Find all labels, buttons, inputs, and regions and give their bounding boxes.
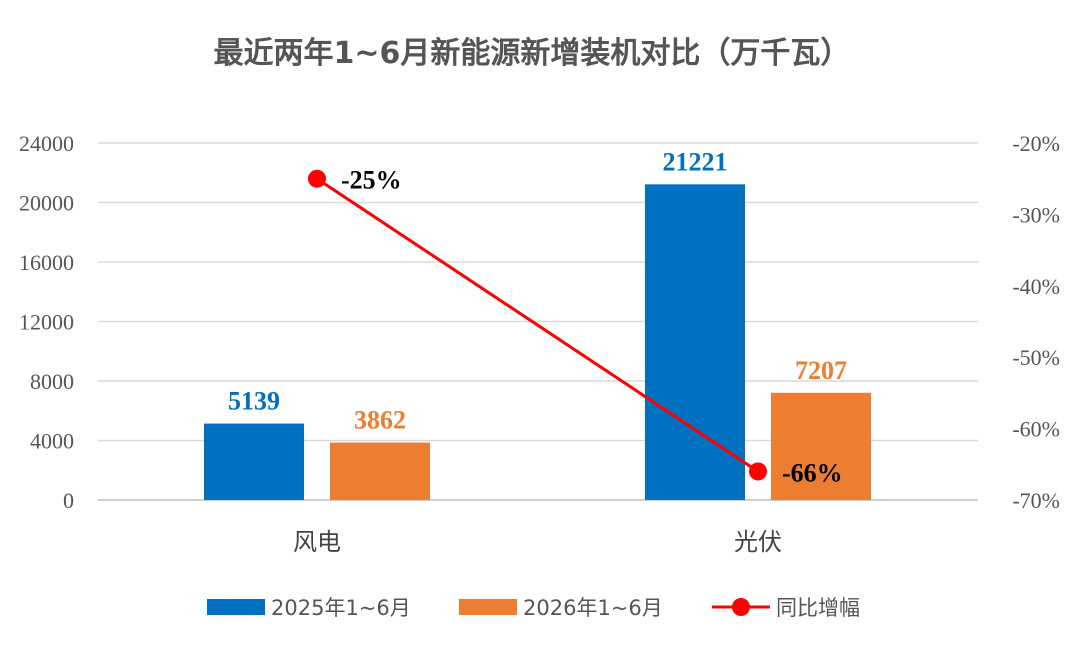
- line-data-label: -66%: [782, 458, 843, 487]
- line-point: [308, 169, 326, 188]
- right-tick-label: -20%: [1012, 131, 1060, 156]
- right-tick-label: -50%: [1012, 345, 1060, 370]
- chart-title: 最近两年1~6月新能源新增装机对比（万千瓦）: [214, 36, 851, 71]
- bar-data-label: 7207: [795, 356, 847, 385]
- legend-swatch-marker: [732, 598, 750, 616]
- x-axis: 风电 光伏: [293, 528, 782, 556]
- bar: [204, 423, 304, 500]
- right-axis: -70% -60% -50% -40% -30% -20%: [1012, 131, 1060, 513]
- line-data-label: -25%: [341, 166, 402, 195]
- bar-data-label: 21221: [663, 147, 728, 176]
- left-tick-label: 8000: [30, 369, 74, 394]
- left-tick-label: 16000: [19, 250, 74, 275]
- line-point: [749, 462, 767, 481]
- category-label: 风电: [293, 528, 341, 556]
- data-labels: 5139 21221 3862 7207 -25% -66%: [228, 147, 847, 487]
- left-tick-label: 0: [63, 488, 74, 513]
- legend: 2025年1~6月 2026年1~6月 同比增幅: [207, 596, 860, 620]
- right-tick-label: -70%: [1012, 488, 1060, 513]
- legend-label: 2025年1~6月: [271, 596, 411, 620]
- line-series: [308, 169, 767, 481]
- bar: [771, 392, 871, 500]
- left-tick-label: 20000: [19, 191, 74, 216]
- bar: [330, 442, 430, 500]
- legend-swatch: [459, 599, 517, 615]
- legend-label: 2026年1~6月: [523, 596, 663, 620]
- left-axis: 0 4000 8000 12000 16000 20000 24000: [19, 131, 74, 513]
- category-label: 光伏: [734, 528, 782, 556]
- right-tick-label: -60%: [1012, 417, 1060, 442]
- left-tick-label: 24000: [19, 131, 74, 156]
- bar-data-label: 3862: [354, 406, 406, 435]
- legend-label: 同比增幅: [776, 596, 860, 620]
- line-series-path: [316, 177, 759, 473]
- left-tick-label: 12000: [19, 310, 74, 335]
- bar-series: [204, 184, 871, 500]
- bar: [645, 184, 745, 500]
- legend-swatch: [207, 599, 265, 615]
- right-tick-label: -30%: [1012, 202, 1060, 227]
- right-tick-label: -40%: [1012, 274, 1060, 299]
- bar-data-label: 5139: [228, 387, 280, 416]
- left-tick-label: 4000: [30, 429, 74, 454]
